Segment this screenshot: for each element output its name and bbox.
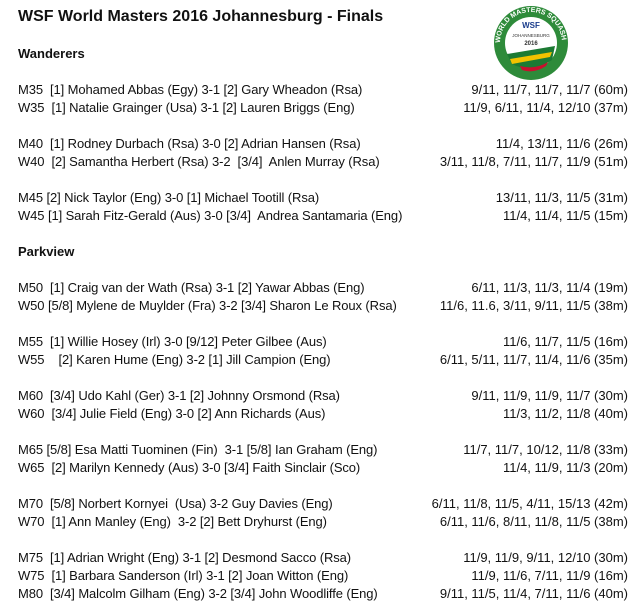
match: W75 [1] Barbara Sanderson (Irl) 3-1 [2] … <box>18 568 349 583</box>
score: 11/4, 13/11, 11/6 (26m) <box>495 136 628 151</box>
match: M40 [1] Rodney Durbach (Rsa) 3-0 [2] Adr… <box>18 136 361 151</box>
score: 11/3, 11/2, 11/8 (40m) <box>502 406 628 421</box>
score: 13/11, 11/3, 11/5 (31m) <box>495 190 628 205</box>
score: 9/11, 11/7, 11/7, 11/7 (60m) <box>471 82 628 97</box>
match: W40 [2] Samantha Herbert (Rsa) 3-2 [3/4]… <box>18 154 380 169</box>
match: W50 [5/8] Mylene de Muylder (Fra) 3-2 [3… <box>18 298 397 313</box>
score: 11/6, 11/7, 11/5 (16m) <box>502 334 628 349</box>
section-title: Parkview <box>18 244 75 259</box>
logo-flag-red <box>520 62 548 72</box>
match: M65 [5/8] Esa Matti Tuominen (Fin) 3-1 [… <box>18 442 378 457</box>
match: W65 [2] Marilyn Kennedy (Aus) 3-0 [3/4] … <box>18 460 361 475</box>
logo-wsf: WSF <box>522 21 540 30</box>
match: M60 [3/4] Udo Kahl (Ger) 3-1 [2] Johnny … <box>18 388 340 403</box>
match: W45 [1] Sarah Fitz-Gerald (Aus) 3-0 [3/4… <box>18 208 403 223</box>
score: 6/11, 11/8, 11/5, 4/11, 15/13 (42m) <box>431 496 628 511</box>
match: M75 [1] Adrian Wright (Eng) 3-1 [2] Desm… <box>18 550 352 565</box>
match: M70 [5/8] Norbert Kornyei (Usa) 3-2 Guy … <box>18 496 333 511</box>
score: 6/11, 5/11, 11/7, 11/4, 11/6 (35m) <box>439 352 628 367</box>
score: 3/11, 11/8, 7/11, 11/7, 11/9 (51m) <box>439 154 628 169</box>
match: M80 [3/4] Malcolm Gilham (Eng) 3-2 [3/4]… <box>18 586 378 601</box>
score: 11/7, 11/7, 10/12, 11/8 (33m) <box>463 442 628 457</box>
score: 11/6, 11.6, 3/11, 9/11, 11/5 (38m) <box>439 298 628 313</box>
score: 11/4, 11/4, 11/5 (15m) <box>502 208 628 223</box>
score: 9/11, 11/5, 11/4, 7/11, 11/6 (40m) <box>439 586 628 601</box>
match: M55 [1] Willie Hosey (Irl) 3-0 [9/12] Pe… <box>18 334 327 349</box>
score: 11/9, 6/11, 11/4, 12/10 (37m) <box>463 100 628 115</box>
score: 6/11, 11/6, 8/11, 11/8, 11/5 (38m) <box>439 514 628 529</box>
score: 9/11, 11/9, 11/9, 11/7 (30m) <box>471 388 628 403</box>
logo-city: JOHANNESBURG <box>512 33 550 38</box>
logo: WORLD MASTERS SQUASH CHAMPIONSHIPS WSF J… <box>490 4 568 80</box>
score: 11/4, 11/9, 11/3 (20m) <box>502 460 628 475</box>
match: W35 [1] Natalie Grainger (Usa) 3-1 [2] L… <box>18 100 355 115</box>
logo-year: 2016 <box>524 41 538 47</box>
score: 11/9, 11/6, 7/11, 11/9 (16m) <box>471 568 628 583</box>
logo-flag-band <box>510 52 552 64</box>
match: M35 [1] Mohamed Abbas (Egy) 3-1 [2] Gary… <box>18 82 363 97</box>
score: 11/9, 11/9, 9/11, 12/10 (30m) <box>463 550 628 565</box>
section-title: Wanderers <box>18 46 85 61</box>
match: M50 [1] Craig van der Wath (Rsa) 3-1 [2]… <box>18 280 365 295</box>
match: W60 [3/4] Julie Field (Eng) 3-0 [2] Ann … <box>18 406 326 421</box>
match: W55 [2] Karen Hume (Eng) 3-2 [1] Jill Ca… <box>18 352 331 367</box>
match: W70 [1] Ann Manley (Eng) 3-2 [2] Bett Dr… <box>18 514 327 529</box>
page-title: WSF World Masters 2016 Johannesburg - Fi… <box>18 8 384 25</box>
score: 6/11, 11/3, 11/3, 11/4 (19m) <box>471 280 628 295</box>
match: M45 [2] Nick Taylor (Eng) 3-0 [1] Michae… <box>18 190 320 205</box>
